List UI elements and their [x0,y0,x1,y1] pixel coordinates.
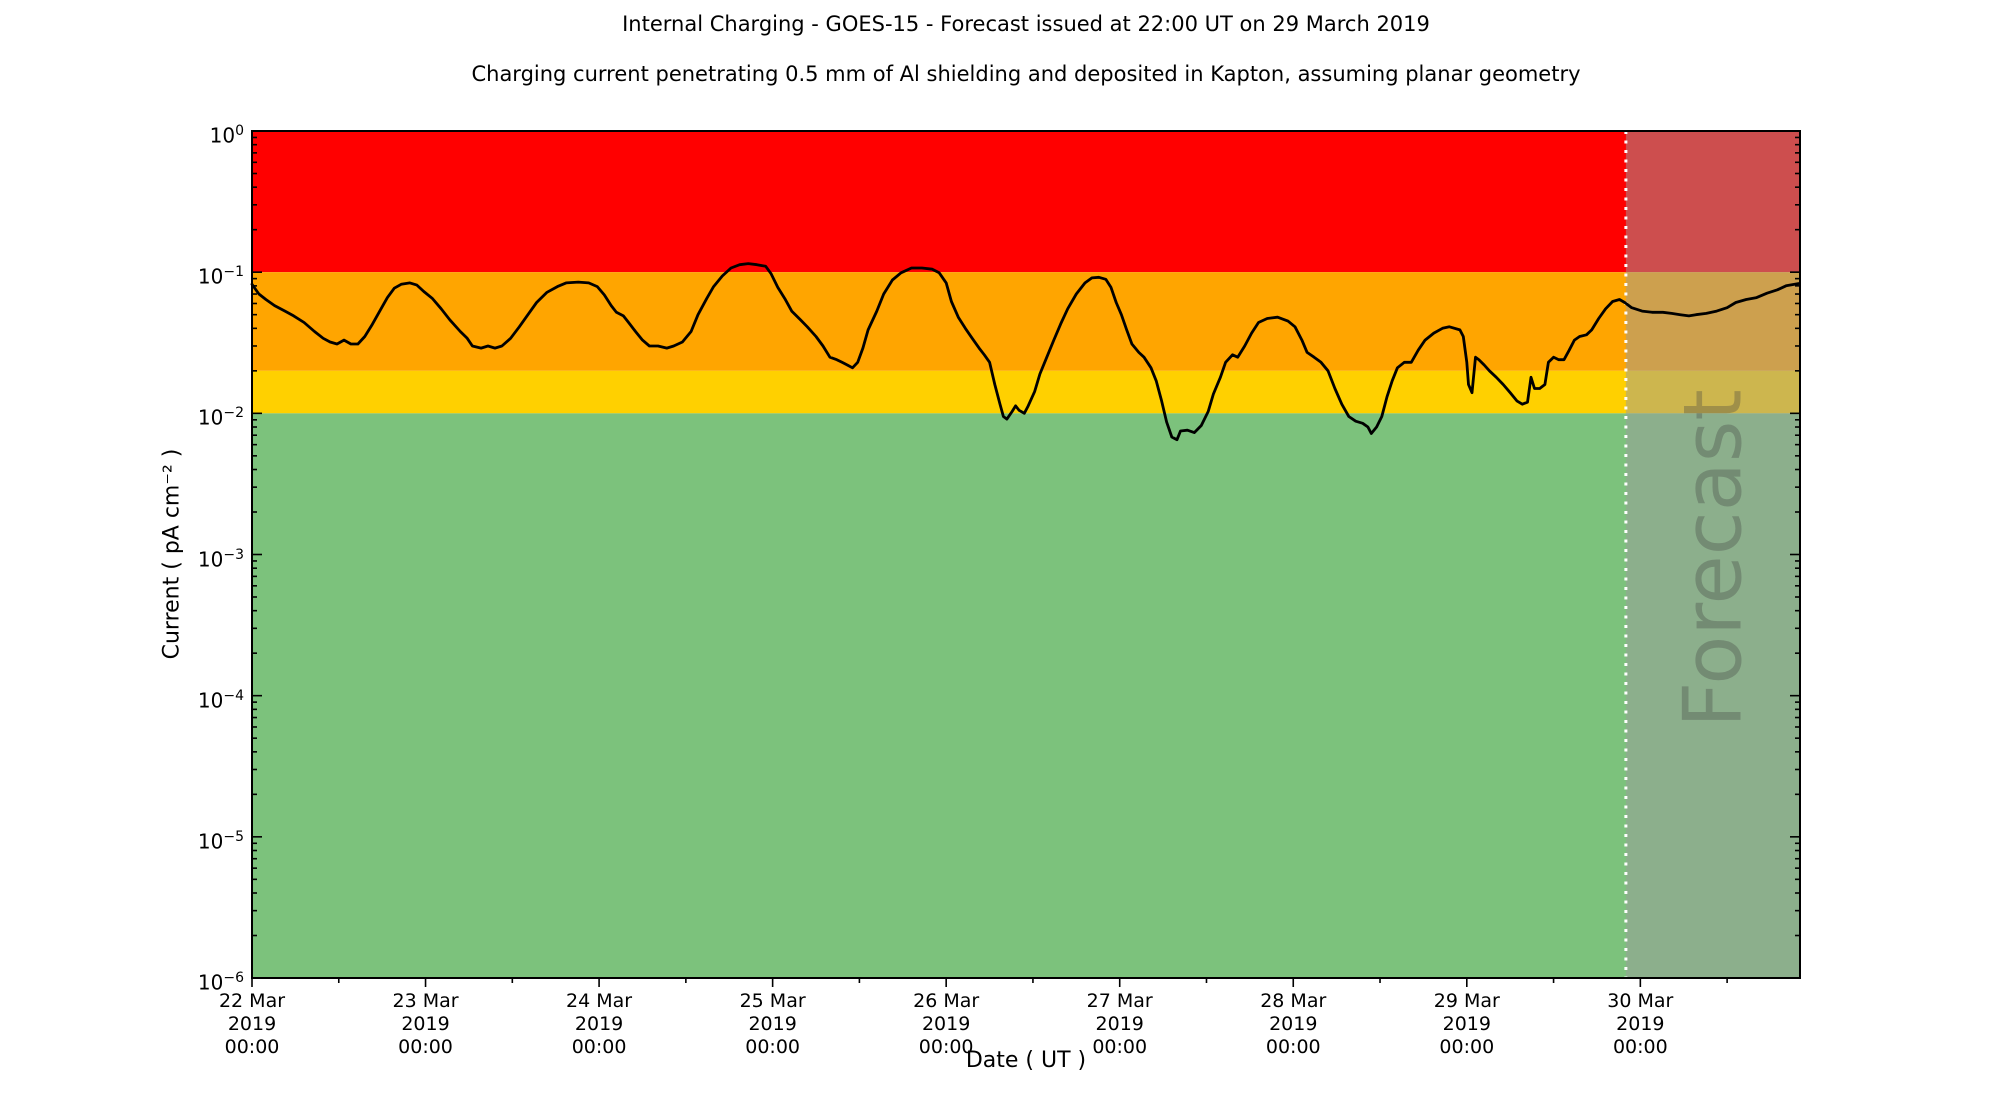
y-tick-label: 10−1 [197,264,244,289]
x-tick-label-line: 00:00 [1092,1036,1148,1058]
x-tick-label-line: 25 Mar [739,990,806,1012]
x-tick-label-line: 00:00 [398,1036,453,1058]
y-tick-label: 10−4 [197,687,244,713]
x-tick-label-line: 00:00 [918,1036,974,1058]
band-alert-red [252,131,1800,273]
x-tick-label-line: 24 Mar [566,990,633,1012]
forecast-watermark: Forecast [1666,389,1759,728]
x-tick-label-line: 26 Mar [913,990,980,1012]
band-warning-orange [252,272,1800,371]
x-tick-label-line: 00:00 [1439,1036,1495,1058]
figure-subtitle: Charging current penetrating 0.5 mm of A… [471,62,1581,86]
y-tick-label: 100 [209,123,244,148]
x-tick-label-line: 2019 [921,1013,971,1035]
x-tick-label-line: 27 Mar [1086,990,1153,1012]
x-tick-label-line: 23 Mar [392,990,459,1012]
x-tick-label-line: 2019 [1095,1013,1144,1035]
x-tick-label-line: 2019 [748,1013,797,1035]
x-tick-label-line: 00:00 [1612,1036,1668,1058]
x-tick-label: 30 Mar 2019 00:00 [1570,990,1710,1059]
y-tick-label: 10−6 [197,970,244,995]
x-tick-label-line: 00:00 [571,1036,627,1058]
y-tick-label: 10−3 [197,546,244,572]
x-tick-label: 26 Mar 2019 00:00 [876,990,1016,1059]
x-tick-label-line: 2019 [574,1013,624,1035]
x-tick-label-line: 2019 [1442,1013,1491,1035]
x-tick-label: 23 Mar 2019 00:00 [356,990,496,1059]
x-tick-label-line: 29 Mar [1433,990,1500,1012]
forecast-overlay [1625,131,1800,978]
x-tick-label-line: 00:00 [745,1036,800,1058]
x-tick-label-line: 2019 [1616,1013,1665,1035]
x-axis-label: Date ( UT ) [965,1048,1087,1073]
x-tick-label-line: 00:00 [1265,1036,1321,1058]
y-axis-label: Current ( pA cm⁻² ) [159,448,185,660]
y-tick-label: 10−5 [197,828,244,854]
x-tick-label: 28 Mar 2019 00:00 [1223,990,1363,1059]
x-tick-label: 24 Mar 2019 00:00 [529,990,669,1059]
figure-title: Internal Charging - GOES-15 - Forecast i… [622,12,1430,36]
charging-current-line [250,262,1800,442]
x-tick-label-line: 28 Mar [1260,990,1327,1012]
y-tick-label: 10−2 [197,405,244,430]
x-tick-label: 27 Mar 2019 00:00 [1050,990,1190,1059]
band-quiet-green [252,413,1800,978]
x-tick-label-line: 2019 [227,1013,277,1035]
band-caution-yellow [252,370,1800,414]
x-tick-label: 22 Mar 2019 00:00 [182,990,322,1059]
x-tick-label-line: 2019 [401,1013,450,1035]
x-tick-label-line: 22 Mar [218,990,286,1012]
x-tick-label-line: 30 Mar [1607,990,1674,1012]
x-tick-label-line: 00:00 [224,1036,280,1058]
x-tick-label: 25 Mar 2019 00:00 [703,990,843,1059]
x-tick-label: 29 Mar 2019 00:00 [1397,990,1537,1059]
x-tick-label-line: 2019 [1269,1013,1318,1035]
